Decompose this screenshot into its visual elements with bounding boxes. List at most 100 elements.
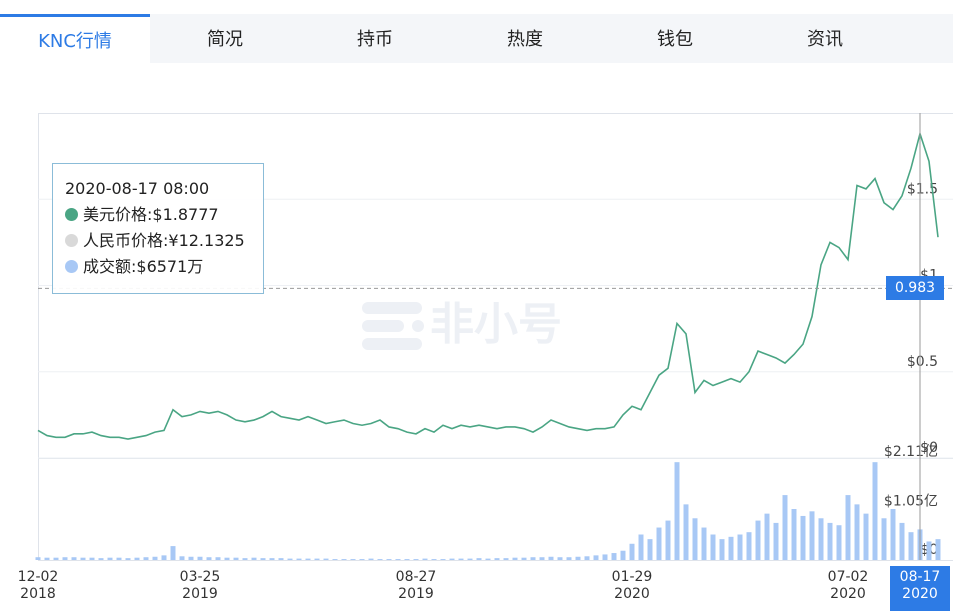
volume-bar xyxy=(306,559,311,560)
volume-bar xyxy=(576,557,581,560)
volume-bar xyxy=(90,558,95,560)
volume-bar xyxy=(810,511,815,560)
volume-bar xyxy=(639,535,644,561)
volume-bar xyxy=(153,557,158,560)
volume-bar xyxy=(540,557,545,560)
volume-bar xyxy=(549,557,554,560)
volume-bar xyxy=(252,558,257,560)
volume-bar xyxy=(495,558,500,560)
tooltip-dot xyxy=(65,208,78,221)
volume-bar xyxy=(135,558,140,560)
watermark-icon xyxy=(362,302,424,350)
tooltip-text: 成交额:$6571万 xyxy=(83,257,203,276)
tab[interactable]: KNC行情 xyxy=(0,14,150,63)
tab[interactable]: 钱包 xyxy=(600,14,750,63)
tooltip-dot xyxy=(65,234,78,247)
x-tick-label: 01-29 2020 xyxy=(602,569,662,603)
volume-bar xyxy=(720,539,725,560)
volume-bar xyxy=(468,559,473,560)
tab-bar: KNC行情简况持币热度钱包资讯历 xyxy=(0,14,953,63)
volume-bar xyxy=(801,516,806,560)
volume-bar xyxy=(612,553,617,560)
volume-bar xyxy=(261,558,266,560)
volume-bar xyxy=(864,514,869,560)
volume-bar xyxy=(765,514,770,560)
tooltip-text: 美元价格:$1.8777 xyxy=(83,205,219,224)
volume-bar xyxy=(594,555,599,560)
watermark: 非小号 xyxy=(430,299,562,350)
volume-bar xyxy=(621,551,626,560)
volume-bar xyxy=(711,535,716,561)
volume-bar xyxy=(432,559,437,560)
volume-bar xyxy=(882,518,887,560)
volume-bar xyxy=(441,559,446,560)
tab[interactable]: 资讯 xyxy=(750,14,900,63)
volume-bar xyxy=(513,558,518,560)
volume-bar xyxy=(216,557,221,560)
volume-bar xyxy=(333,559,338,560)
volume-bar xyxy=(531,557,536,560)
volume-bar xyxy=(270,558,275,560)
volume-bar xyxy=(279,558,284,560)
volume-bar xyxy=(702,528,707,560)
x-tick-label: 08-17 2020 xyxy=(890,566,950,611)
volume-bar xyxy=(189,557,194,560)
y2-tick-label: $1.05亿 xyxy=(884,493,938,509)
volume-bar xyxy=(369,559,374,560)
volume-bar xyxy=(297,559,302,560)
volume-bar xyxy=(558,557,563,560)
volume-bar xyxy=(423,559,428,560)
volume-bar xyxy=(288,559,293,560)
volume-bar xyxy=(693,518,698,560)
volume-bar xyxy=(909,532,914,560)
volume-bar xyxy=(837,525,842,560)
volume-bar xyxy=(315,559,320,560)
tooltip-item: 成交额:$6571万 xyxy=(65,254,263,280)
y2-tick-label: $2.11亿 xyxy=(884,444,938,460)
volume-bar xyxy=(891,509,896,560)
volume-bar xyxy=(657,528,662,560)
volume-bar xyxy=(630,544,635,560)
volume-bar xyxy=(792,509,797,560)
volume-bar xyxy=(108,558,113,560)
volume-bar xyxy=(603,554,608,560)
volume-bar xyxy=(117,558,122,560)
tab[interactable]: 持币 xyxy=(300,14,450,63)
tooltip-item: 美元价格:$1.8777 xyxy=(65,202,263,228)
volume-bar xyxy=(396,559,401,560)
volume-bar xyxy=(675,462,680,560)
tooltip-dot xyxy=(65,260,78,273)
volume-bar xyxy=(126,558,131,560)
volume-bar xyxy=(207,557,212,560)
volume-bar xyxy=(459,559,464,560)
volume-bar xyxy=(144,557,149,560)
volume-bar xyxy=(819,518,824,560)
volume-bar xyxy=(900,523,905,560)
volume-bar xyxy=(180,556,185,560)
volume-bar xyxy=(855,504,860,560)
volume-bar xyxy=(387,559,392,560)
volume-bar xyxy=(504,558,509,560)
volume-bar xyxy=(63,557,68,560)
volume-bar xyxy=(684,504,689,560)
tooltip-title: 2020-08-17 08:00 xyxy=(65,179,263,198)
x-tick-label: 03-25 2019 xyxy=(170,569,230,603)
tab[interactable]: 简况 xyxy=(150,14,300,63)
tab[interactable]: 热度 xyxy=(450,14,600,63)
volume-bar xyxy=(81,558,86,560)
volume-bar xyxy=(828,523,833,560)
x-tick-label: 12-02 2018 xyxy=(8,569,68,603)
volume-bar xyxy=(54,558,59,560)
volume-bar xyxy=(234,558,239,560)
tab[interactable]: 历 xyxy=(900,14,953,63)
volume-bar xyxy=(162,555,167,560)
volume-bar xyxy=(414,559,419,560)
volume-bar xyxy=(522,558,527,560)
volume-bar xyxy=(873,462,878,560)
volume-bar xyxy=(243,558,248,560)
volume-bar xyxy=(567,557,572,560)
volume-bar xyxy=(45,558,50,560)
